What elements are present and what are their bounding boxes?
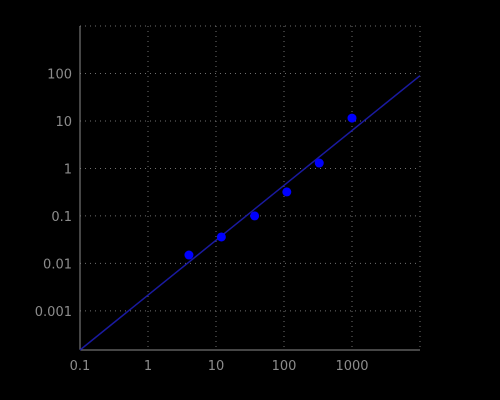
x-tick-label: 10 bbox=[208, 359, 225, 374]
y-tick-label: 100 bbox=[47, 67, 72, 82]
x-tick-label: 100 bbox=[272, 359, 297, 374]
data-point bbox=[347, 113, 357, 123]
plot-series bbox=[79, 75, 421, 351]
data-point bbox=[250, 211, 260, 221]
y-tick-label: 0.01 bbox=[43, 257, 72, 272]
data-point bbox=[216, 232, 226, 242]
y-tick-label: 10 bbox=[55, 115, 72, 130]
y-tick-label: 0.001 bbox=[35, 305, 72, 320]
data-point bbox=[184, 250, 194, 260]
fit-line bbox=[79, 75, 421, 351]
axes bbox=[79, 26, 420, 351]
y-tick-label: 1 bbox=[64, 162, 72, 177]
grid bbox=[80, 25, 421, 350]
x-tick-label: 0.1 bbox=[70, 359, 91, 374]
x-tick-label: 1 bbox=[144, 359, 152, 374]
data-point bbox=[282, 187, 292, 197]
x-tick-label: 1000 bbox=[335, 359, 368, 374]
y-tick-label: 0.1 bbox=[51, 210, 72, 225]
data-point bbox=[314, 158, 324, 168]
tick-labels: 0.1 1 10 100 1000 0.001 0.01 0.1 1 10 100 bbox=[35, 67, 369, 374]
